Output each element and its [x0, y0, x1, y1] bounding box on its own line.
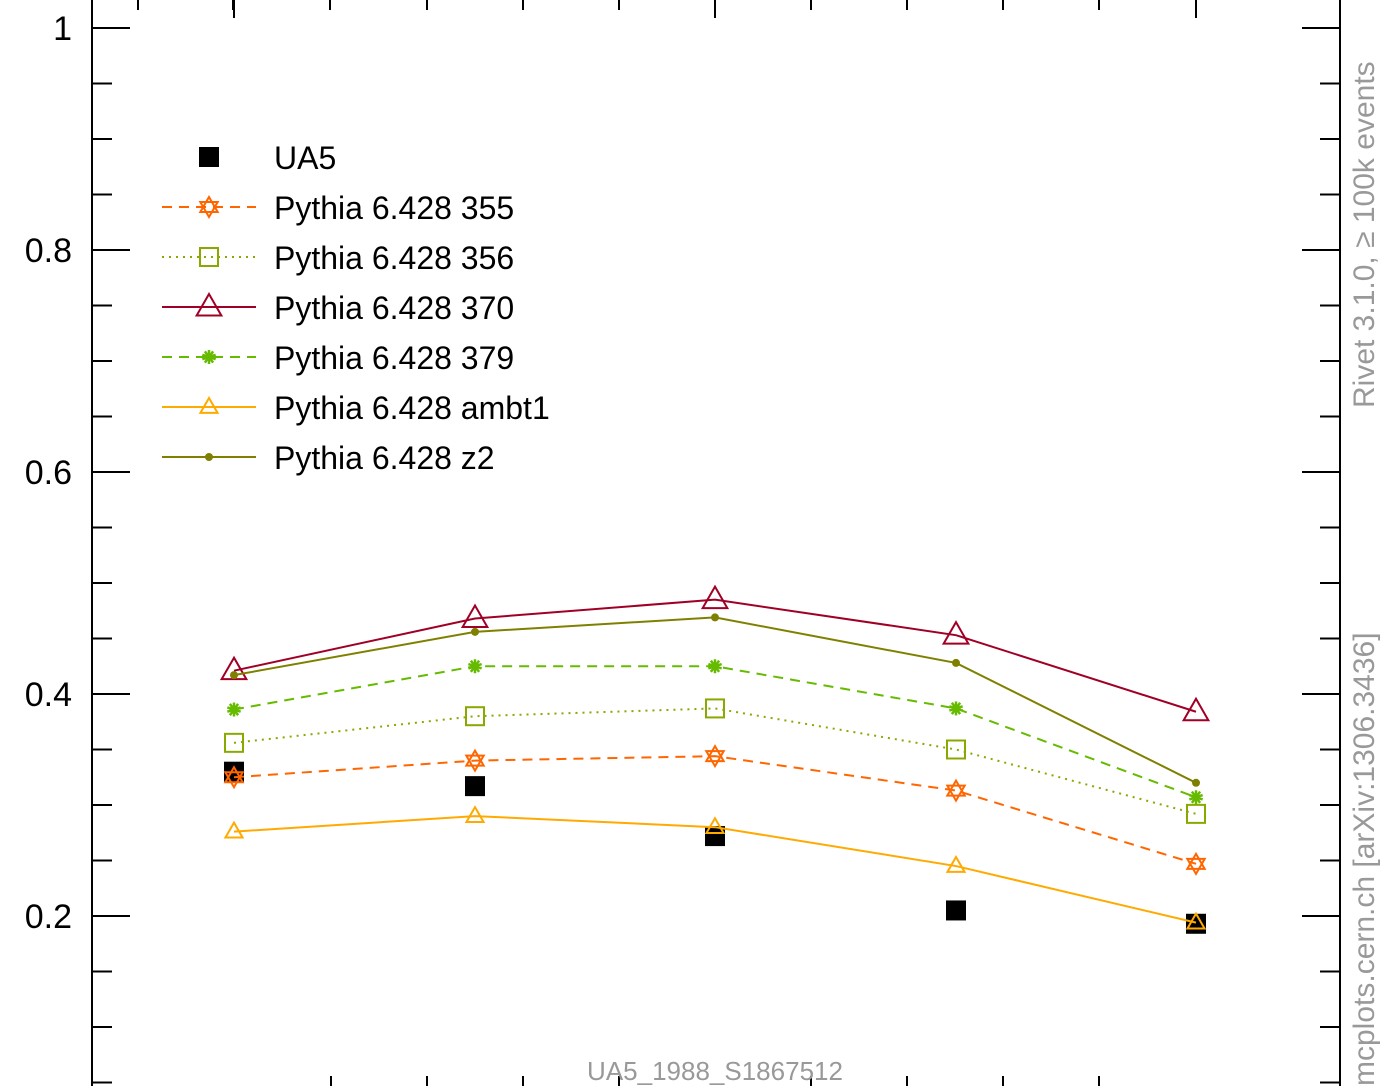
marker-triangle-open	[941, 620, 971, 645]
marker-ua5	[199, 147, 219, 167]
marker-square-open	[465, 706, 485, 727]
marker-star	[704, 744, 726, 763]
legend-entry: Pythia 6.428 355	[162, 190, 514, 226]
marker-star	[1185, 851, 1207, 870]
series-layer	[219, 584, 1211, 934]
legend-label: Pythia 6.428 z2	[274, 440, 495, 476]
legend-label: Pythia 6.428 355	[274, 190, 514, 226]
marker-triangle-open	[219, 655, 249, 681]
marker-square-open	[199, 247, 219, 267]
series-3	[219, 584, 1211, 722]
y-tick-labels: 1 0.8 0.6 0.4 0.2	[25, 10, 72, 936]
plot-frame	[91, 0, 1341, 1086]
series-1	[223, 744, 1207, 876]
marker-dot	[711, 613, 719, 622]
marker-ua5	[1186, 913, 1206, 934]
legend-label: Pythia 6.428 ambt1	[274, 390, 550, 426]
marker-asterisk	[1190, 790, 1202, 804]
marker-triangle-open	[704, 816, 726, 835]
marker-square-open	[705, 698, 725, 719]
series-0	[224, 761, 1206, 934]
marker-dot	[952, 658, 960, 667]
legend-entry: Pythia 6.428 356	[162, 240, 514, 276]
marker-star	[223, 765, 245, 784]
series-line	[233, 598, 1197, 713]
series-line	[233, 665, 1197, 799]
side-text-lower: mcplots.cern.ch [arXiv:1306.3436]	[1348, 632, 1381, 1086]
marker-triangle-open	[1185, 911, 1207, 930]
series-line	[233, 707, 1197, 815]
marker-star	[1185, 857, 1207, 876]
marker-square-open	[1186, 803, 1206, 824]
marker-asterisk	[228, 703, 240, 716]
series-line	[233, 815, 1197, 924]
y-tick-label: 0.6	[25, 454, 72, 492]
marker-asterisk	[709, 659, 721, 673]
marker-triangle-open	[464, 805, 486, 823]
marker-star	[198, 201, 220, 219]
legend-label: Pythia 6.428 370	[274, 290, 514, 326]
y-tick-label: 0.4	[25, 676, 72, 714]
legend-entry: Pythia 6.428 ambt1	[162, 390, 550, 426]
side-text-upper: Rivet 3.1.0, ≥ 100k events	[1348, 61, 1381, 408]
marker-square-open	[224, 732, 244, 753]
series-2	[224, 698, 1206, 824]
marker-ua5	[465, 776, 485, 797]
series-line	[233, 755, 1197, 865]
legend-label: Pythia 6.428 379	[274, 340, 514, 376]
marker-asterisk	[469, 659, 481, 673]
marker-star	[464, 754, 486, 773]
axis-ticks	[92, 0, 1340, 1086]
marker-square-open	[946, 739, 966, 760]
marker-triangle-open	[1181, 696, 1211, 722]
marker-dot	[230, 671, 238, 680]
legend-entry: UA5	[199, 140, 336, 176]
watermark-label: UA5_1988_S1867512	[587, 1056, 843, 1086]
marker-ua5	[705, 826, 725, 847]
y-tick-label: 1	[53, 10, 72, 48]
series-5	[223, 805, 1207, 930]
marker-triangle-open	[700, 584, 730, 610]
legend: UA5 Pythia 6.428 355 Pythia 6.428 356 Pythi…	[162, 140, 550, 476]
marker-triangle-open	[198, 395, 220, 414]
marker-dot	[471, 627, 479, 636]
marker-triangle-open	[945, 855, 967, 873]
marker-star	[198, 195, 220, 213]
marker-star	[945, 778, 967, 797]
marker-star	[945, 784, 967, 803]
legend-entry: Pythia 6.428 z2	[162, 440, 495, 476]
series-6	[230, 613, 1200, 787]
legend-label: UA5	[274, 140, 336, 176]
marker-triangle-open	[223, 820, 245, 839]
marker-star	[223, 771, 245, 790]
y-tick-label: 0.8	[25, 232, 72, 270]
marker-asterisk	[203, 350, 215, 364]
legend-entry: Pythia 6.428 379	[162, 340, 514, 376]
legend-label: Pythia 6.428 356	[274, 240, 514, 276]
marker-dot	[1192, 778, 1200, 787]
marker-star	[464, 748, 486, 767]
y-tick-label: 0.2	[25, 898, 72, 936]
marker-triangle-open	[460, 603, 490, 628]
legend-entry: Pythia 6.428 370	[162, 290, 514, 326]
marker-ua5	[946, 900, 966, 921]
marker-triangle-open	[194, 291, 224, 317]
marker-star	[704, 750, 726, 769]
marker-asterisk	[950, 702, 962, 715]
series-4	[226, 659, 1204, 805]
marker-dot	[205, 453, 213, 461]
